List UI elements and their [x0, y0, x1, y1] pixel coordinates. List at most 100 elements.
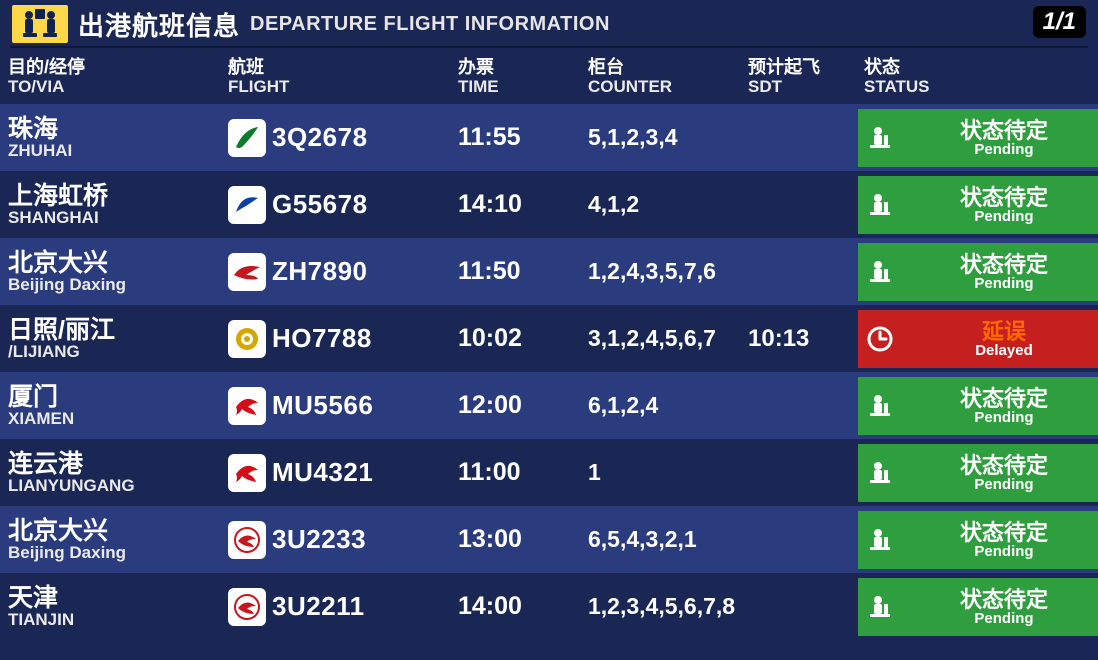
destination-cn: 日照/丽江: [8, 317, 228, 343]
col-sdt: 预计起飞 SDT: [748, 58, 858, 96]
col-time: 办票 TIME: [458, 58, 588, 96]
destination-en: XIAMEN: [8, 410, 228, 428]
status-en: Pending: [974, 544, 1033, 560]
checkin-time: 14:00: [458, 592, 588, 621]
scheduled-departure: 10:13: [748, 325, 858, 353]
destination-en: TIANJIN: [8, 611, 228, 629]
checkin-time: 13:00: [458, 525, 588, 554]
destination-cn: 连云港: [8, 451, 228, 477]
flight-cell: 3U2211: [228, 588, 458, 626]
column-headers: 目的/经停 TO/VIA 航班 FLIGHT 办票 TIME 柜台 COUNTE…: [0, 48, 1098, 104]
checkin-icon: [858, 578, 902, 636]
status-en: Delayed: [975, 343, 1033, 359]
destination: 北京大兴 Beijing Daxing: [8, 518, 228, 562]
destination-cn: 天津: [8, 585, 228, 611]
destination-en: Beijing Daxing: [8, 544, 228, 562]
status-cn: 状态待定: [960, 588, 1048, 611]
destination: 珠海 ZHUHAI: [8, 116, 228, 160]
status-block: 状态待定 Pending: [858, 578, 1098, 636]
status-en: Pending: [974, 611, 1033, 627]
checkin-time: 10:02: [458, 324, 588, 353]
status-block: 状态待定 Pending: [858, 444, 1098, 502]
flight-cell: 3Q2678: [228, 119, 458, 157]
checkin-icon: [858, 109, 902, 167]
airline-logo-icon: [228, 119, 266, 157]
airline-logo-icon: [228, 588, 266, 626]
checkin-icon: [858, 176, 902, 234]
status-text: 状态待定 Pending: [902, 444, 1098, 502]
checkin-icon: [858, 243, 902, 301]
flight-number: HO7788: [272, 323, 372, 354]
flight-row: 天津 TIANJIN 3U2211 14:00 1,2,3,4,5,6,7,8 …: [0, 573, 1098, 640]
col-counter: 柜台 COUNTER: [588, 58, 748, 96]
destination-en: ZHUHAI: [8, 142, 228, 160]
status-block: 状态待定 Pending: [858, 511, 1098, 569]
header-divider: [10, 46, 1088, 48]
destination: 天津 TIANJIN: [8, 585, 228, 629]
destination-cn: 珠海: [8, 116, 228, 142]
status-text: 状态待定 Pending: [902, 243, 1098, 301]
flight-number: MU5566: [272, 390, 373, 421]
counter-list: 1,2,3,4,5,6,7,8: [588, 593, 748, 620]
flight-row: 北京大兴 Beijing Daxing ZH7890 11:50 1,2,4,3…: [0, 238, 1098, 305]
status-cn: 状态待定: [960, 119, 1048, 142]
status-text: 状态待定 Pending: [902, 109, 1098, 167]
checkin-icon: [858, 444, 902, 502]
status-block: 延误 Delayed 由于延: [858, 310, 1098, 368]
flight-row: 连云港 LIANYUNGANG MU4321 11:00 1 状态待定 Pend…: [0, 439, 1098, 506]
counter-list: 3,1,2,4,5,6,7: [588, 325, 748, 352]
flight-row: 珠海 ZHUHAI 3Q2678 11:55 5,1,2,3,4 状态待定 Pe…: [0, 104, 1098, 171]
status-cn: 状态待定: [960, 253, 1048, 276]
airline-logo-icon: [228, 320, 266, 358]
flight-number: 3U2211: [272, 591, 365, 622]
counter-list: 4,1,2: [588, 191, 748, 218]
flight-cell: ZH7890: [228, 253, 458, 291]
destination-en: Beijing Daxing: [8, 276, 228, 294]
counter-list: 6,1,2,4: [588, 392, 748, 419]
header-bar: 出港航班信息 DEPARTURE FLIGHT INFORMATION 1/1: [0, 0, 1098, 48]
airline-logo-icon: [228, 186, 266, 224]
flight-row: 日照/丽江 /LIJIANG HO7788 10:02 3,1,2,4,5,6,…: [0, 305, 1098, 372]
status-cn: 延误: [982, 320, 1026, 343]
destination: 连云港 LIANYUNGANG: [8, 451, 228, 495]
checkin-icon: [858, 511, 902, 569]
counter-list: 5,1,2,3,4: [588, 124, 748, 151]
destination-en: LIANYUNGANG: [8, 477, 228, 495]
flight-rows: 珠海 ZHUHAI 3Q2678 11:55 5,1,2,3,4 状态待定 Pe…: [0, 104, 1098, 640]
col-flight: 航班 FLIGHT: [228, 58, 458, 96]
checkin-time: 14:10: [458, 190, 588, 219]
flight-cell: MU5566: [228, 387, 458, 425]
header-title-en: DEPARTURE FLIGHT INFORMATION: [250, 13, 610, 36]
airline-logo-icon: [228, 454, 266, 492]
flight-number: 3U2233: [272, 524, 366, 555]
checkin-icon: [858, 377, 902, 435]
status-block: 状态待定 Pending: [858, 243, 1098, 301]
flight-cell: G55678: [228, 186, 458, 224]
destination-cn: 厦门: [8, 384, 228, 410]
destination-cn: 上海虹桥: [8, 183, 228, 209]
status-block: 状态待定 Pending: [858, 109, 1098, 167]
destination: 厦门 XIAMEN: [8, 384, 228, 428]
clock-icon: [858, 310, 902, 368]
destination-cn: 北京大兴: [8, 250, 228, 276]
page-indicator: 1/1: [1033, 6, 1086, 38]
destination: 北京大兴 Beijing Daxing: [8, 250, 228, 294]
destination-cn: 北京大兴: [8, 518, 228, 544]
counter-list: 1: [588, 459, 748, 486]
status-cn: 状态待定: [960, 521, 1048, 544]
status-en: Pending: [974, 276, 1033, 292]
counter-list: 1,2,4,3,5,7,6: [588, 258, 748, 285]
status-cn: 状态待定: [960, 387, 1048, 410]
status-en: Pending: [974, 477, 1033, 493]
counter-list: 6,5,4,3,2,1: [588, 526, 748, 553]
flight-number: ZH7890: [272, 256, 368, 287]
flight-row: 上海虹桥 SHANGHAI G55678 14:10 4,1,2 状态待定 Pe…: [0, 171, 1098, 238]
checkin-time: 11:50: [458, 257, 588, 286]
status-en: Pending: [974, 410, 1033, 426]
destination: 上海虹桥 SHANGHAI: [8, 183, 228, 227]
destination-en: /LIJIANG: [8, 343, 228, 361]
destination: 日照/丽江 /LIJIANG: [8, 317, 228, 361]
flight-cell: MU4321: [228, 454, 458, 492]
col-dest: 目的/经停 TO/VIA: [8, 58, 228, 96]
header-title-cn: 出港航班信息: [78, 6, 240, 43]
